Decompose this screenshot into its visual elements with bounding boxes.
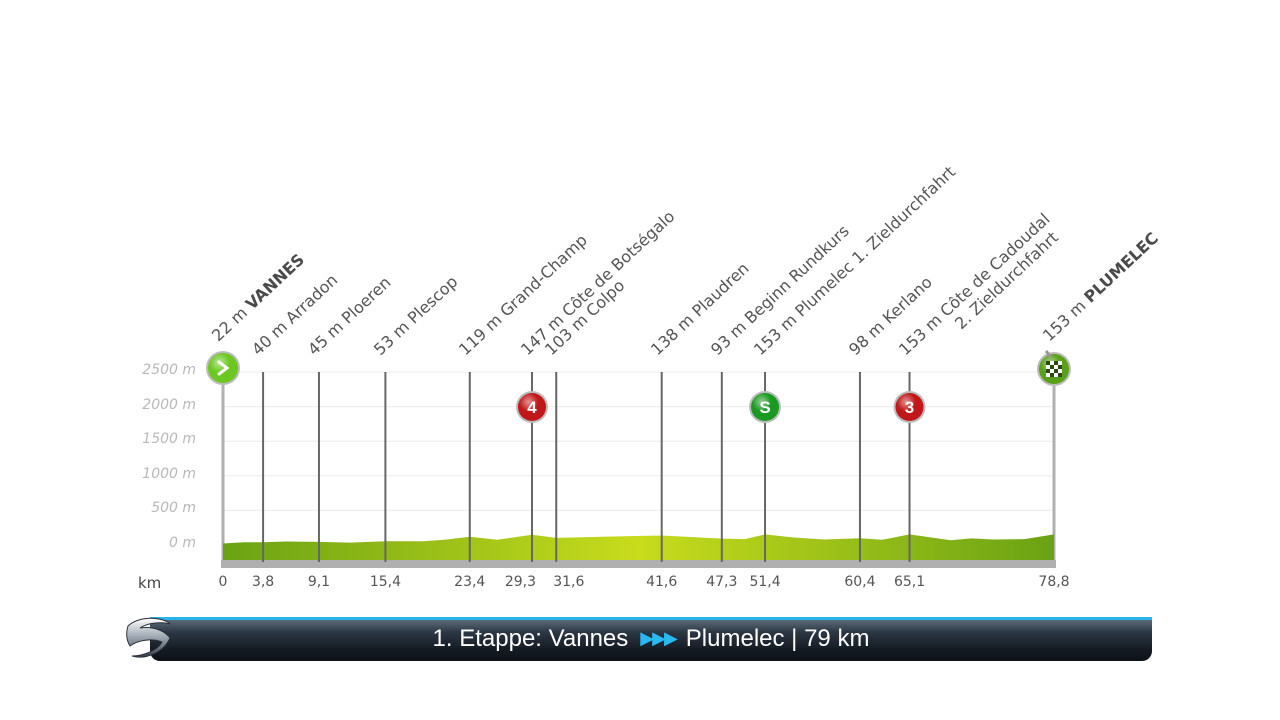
y-tick-label: 0 m [169, 535, 196, 551]
x-tick-label: 29,3 [504, 574, 536, 590]
stage-title-bar: 1. Etappe: Vannes ▶▶▶ Plumelec | 79 km [150, 617, 1152, 661]
elevation-area [223, 534, 1054, 562]
finish-flag-cell [1046, 361, 1050, 365]
finish-flag-cell [1058, 361, 1062, 365]
finish-flag-cell [1054, 373, 1058, 377]
stage-finish: Plumelec | 79 km [685, 625, 870, 652]
stage-start: Vannes [548, 625, 629, 652]
finish-flag-cell [1046, 365, 1050, 369]
finish-flag-cell [1050, 365, 1054, 369]
finish-flag-cell [1058, 365, 1062, 369]
x-tick-label: 78,8 [1038, 574, 1070, 590]
stage-title: 1. Etappe: Vannes ▶▶▶ Plumelec | 79 km [150, 625, 1152, 653]
finish-flag-cell [1046, 369, 1050, 373]
x-tick-label: 3,8 [251, 574, 275, 590]
broadcaster-logo-icon [126, 617, 171, 658]
marker-shine [208, 353, 238, 383]
x-tick-label: 47,3 [706, 574, 738, 590]
x-tick-label: 0 [218, 574, 228, 590]
finish-flag-cell [1050, 373, 1054, 377]
marker-shine [751, 393, 780, 421]
finish-flag-cell [1054, 361, 1058, 365]
marker-text: 4 [527, 398, 537, 417]
x-axis-unit-label: km [138, 574, 162, 592]
y-tick-label: 2000 m [142, 396, 196, 413]
finish-flag-cell [1058, 369, 1062, 373]
x-tick-label: 9,1 [307, 574, 331, 590]
finish-flag-cell [1054, 369, 1058, 373]
x-axis-base [221, 560, 1056, 568]
x-tick-label: 60,4 [844, 574, 876, 590]
marker-text: 3 [905, 398, 914, 417]
finish-flag-cell [1058, 373, 1062, 377]
x-tick-label: 51,4 [749, 574, 781, 590]
x-tick-label: 23,4 [454, 574, 486, 590]
finish-flag-cell [1050, 369, 1054, 373]
y-tick-label: 500 m [151, 500, 196, 517]
x-tick-label: 31,6 [553, 574, 585, 590]
y-tick-label: 1000 m [142, 465, 196, 482]
y-tick-label: 1500 m [142, 431, 196, 448]
finish-flag-cell [1054, 365, 1058, 369]
stage-number: 1. Etappe: [432, 625, 542, 652]
start-arrow-icon [217, 360, 230, 376]
finish-flagpole [1044, 350, 1053, 358]
finish-flag-cell [1050, 361, 1054, 365]
y-tick-label: 2500 m [142, 362, 196, 378]
arrows-icon: ▶▶▶ [640, 628, 678, 648]
marker-shine [895, 393, 924, 421]
x-tick-label: 15,4 [369, 574, 401, 590]
marker-shine [517, 393, 546, 421]
x-tick-label: 41,6 [646, 574, 678, 590]
finish-flag-cell [1046, 373, 1050, 377]
x-tick-label: 65,1 [893, 574, 926, 590]
marker-text: S [759, 398, 770, 417]
